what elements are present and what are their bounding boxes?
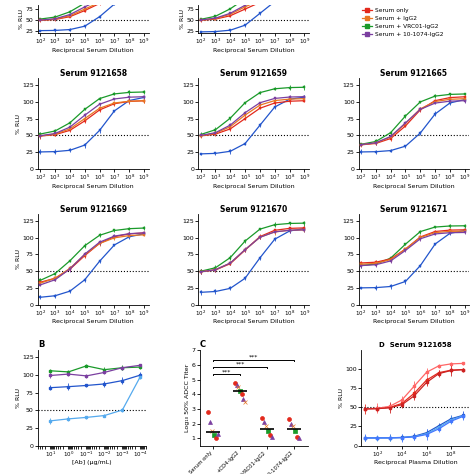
Point: [258, 414, 266, 421]
Point: [238, 391, 246, 398]
Title: D  Serum 9121658: D Serum 9121658: [379, 342, 452, 348]
Point: [209, 427, 216, 435]
Point: [233, 382, 241, 389]
X-axis label: Reciprocal Serum Dilution: Reciprocal Serum Dilution: [53, 319, 134, 325]
Title: Serum 9121671: Serum 9121671: [380, 205, 447, 214]
Y-axis label: % RLU: % RLU: [339, 388, 344, 408]
Text: ***: ***: [236, 362, 245, 367]
Title: Serum 9121659: Serum 9121659: [220, 69, 287, 78]
Legend: Serum only, Serum + IgG2, Serum + VRC01-IgG2, Serum + 10-1074-IgG2: Serum only, Serum + IgG2, Serum + VRC01-…: [362, 8, 444, 37]
Point: [291, 427, 299, 435]
Point: [289, 423, 297, 430]
Point: [287, 420, 295, 428]
Y-axis label: % RLU: % RLU: [16, 114, 20, 134]
Point: [241, 398, 249, 405]
Point: [212, 435, 220, 442]
Text: C: C: [200, 340, 206, 349]
Y-axis label: % RLU: % RLU: [180, 9, 185, 29]
Title: Serum 9121665: Serum 9121665: [381, 69, 447, 78]
Point: [295, 435, 303, 442]
Title: Serum 9121669: Serum 9121669: [60, 205, 127, 214]
Point: [266, 431, 274, 439]
Y-axis label: % RLU: % RLU: [19, 9, 25, 29]
X-axis label: Reciprocal Serum Dilution: Reciprocal Serum Dilution: [53, 183, 134, 189]
Title: Serum 9121658: Serum 9121658: [60, 69, 127, 78]
X-axis label: Reciprocal Serum Dilution: Reciprocal Serum Dilution: [53, 48, 134, 53]
Text: B: B: [38, 340, 44, 349]
Point: [285, 415, 293, 423]
Y-axis label: % RLU: % RLU: [16, 249, 20, 270]
Point: [260, 419, 268, 426]
X-axis label: Reciprocal Plasma Dilution: Reciprocal Plasma Dilution: [374, 460, 457, 465]
Point: [262, 423, 270, 430]
Point: [293, 433, 301, 440]
X-axis label: Reciprocal Serum Dilution: Reciprocal Serum Dilution: [213, 319, 294, 325]
X-axis label: Reciprocal Serum Dilution: Reciprocal Serum Dilution: [373, 183, 455, 189]
Point: [239, 395, 247, 402]
Point: [210, 431, 218, 439]
Title: Serum 9121670: Serum 9121670: [220, 205, 287, 214]
Point: [214, 430, 222, 438]
Point: [207, 419, 214, 426]
Text: ***: ***: [222, 369, 231, 374]
Point: [231, 379, 239, 386]
Point: [268, 433, 276, 440]
Text: ***: ***: [249, 355, 258, 359]
X-axis label: Reciprocal Serum Dilution: Reciprocal Serum Dilution: [373, 319, 455, 325]
Y-axis label: % RLU: % RLU: [16, 388, 20, 408]
Y-axis label: Log₁₀ 50% ADCC Titer: Log₁₀ 50% ADCC Titer: [185, 364, 190, 432]
X-axis label: Reciprocal Serum Dilution: Reciprocal Serum Dilution: [213, 183, 294, 189]
Point: [204, 408, 212, 416]
Point: [237, 388, 244, 395]
X-axis label: [Ab] (μg/mL): [Ab] (μg/mL): [72, 460, 112, 465]
Point: [264, 427, 272, 435]
Point: [235, 383, 242, 391]
X-axis label: Reciprocal Serum Dilution: Reciprocal Serum Dilution: [213, 48, 294, 53]
